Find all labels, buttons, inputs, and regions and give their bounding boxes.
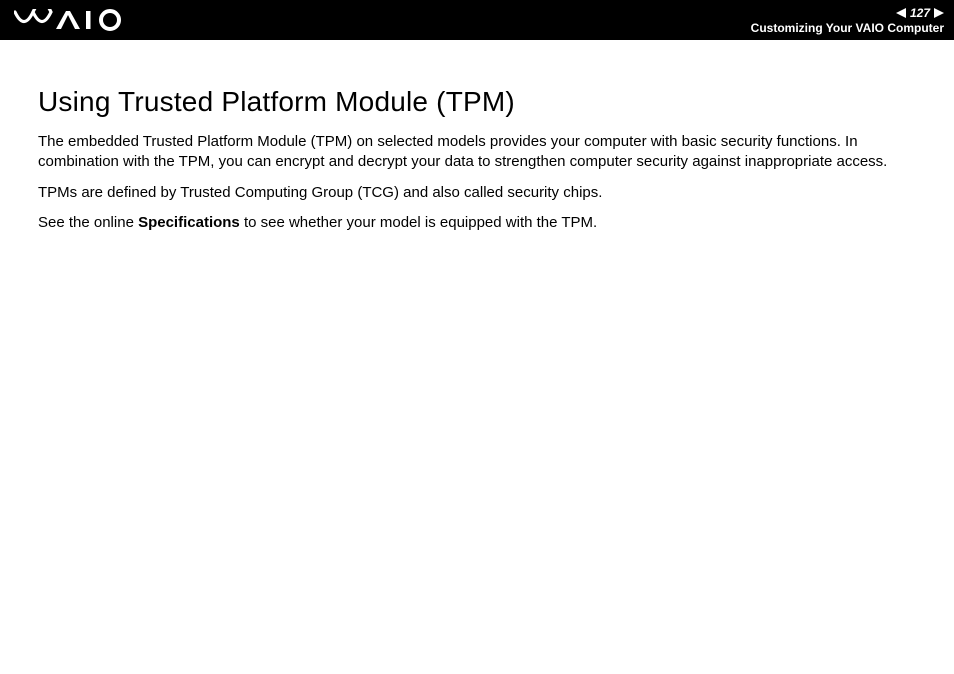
page-content: Using Trusted Platform Module (TPM) The … [0, 40, 954, 263]
paragraph-3-prefix: See the online [38, 214, 138, 231]
next-page-arrow-icon[interactable] [934, 8, 944, 18]
paragraph-1: The embedded Trusted Platform Module (TP… [38, 132, 916, 173]
page-header: 127 Customizing Your VAIO Computer [0, 0, 954, 40]
vaio-logo-svg [14, 9, 124, 31]
paragraph-2: TPMs are defined by Trusted Computing Gr… [38, 183, 916, 203]
page-title: Using Trusted Platform Module (TPM) [38, 86, 916, 118]
header-right: 127 Customizing Your VAIO Computer [751, 6, 944, 35]
paragraph-3: See the online Specifications to see whe… [38, 213, 916, 233]
specifications-link[interactable]: Specifications [138, 214, 240, 231]
page-navigation: 127 [896, 6, 944, 20]
breadcrumb: Customizing Your VAIO Computer [751, 21, 944, 35]
paragraph-3-suffix: to see whether your model is equipped wi… [240, 214, 597, 231]
vaio-logo [14, 0, 124, 40]
page-number: 127 [910, 6, 930, 20]
prev-page-arrow-icon[interactable] [896, 8, 906, 18]
